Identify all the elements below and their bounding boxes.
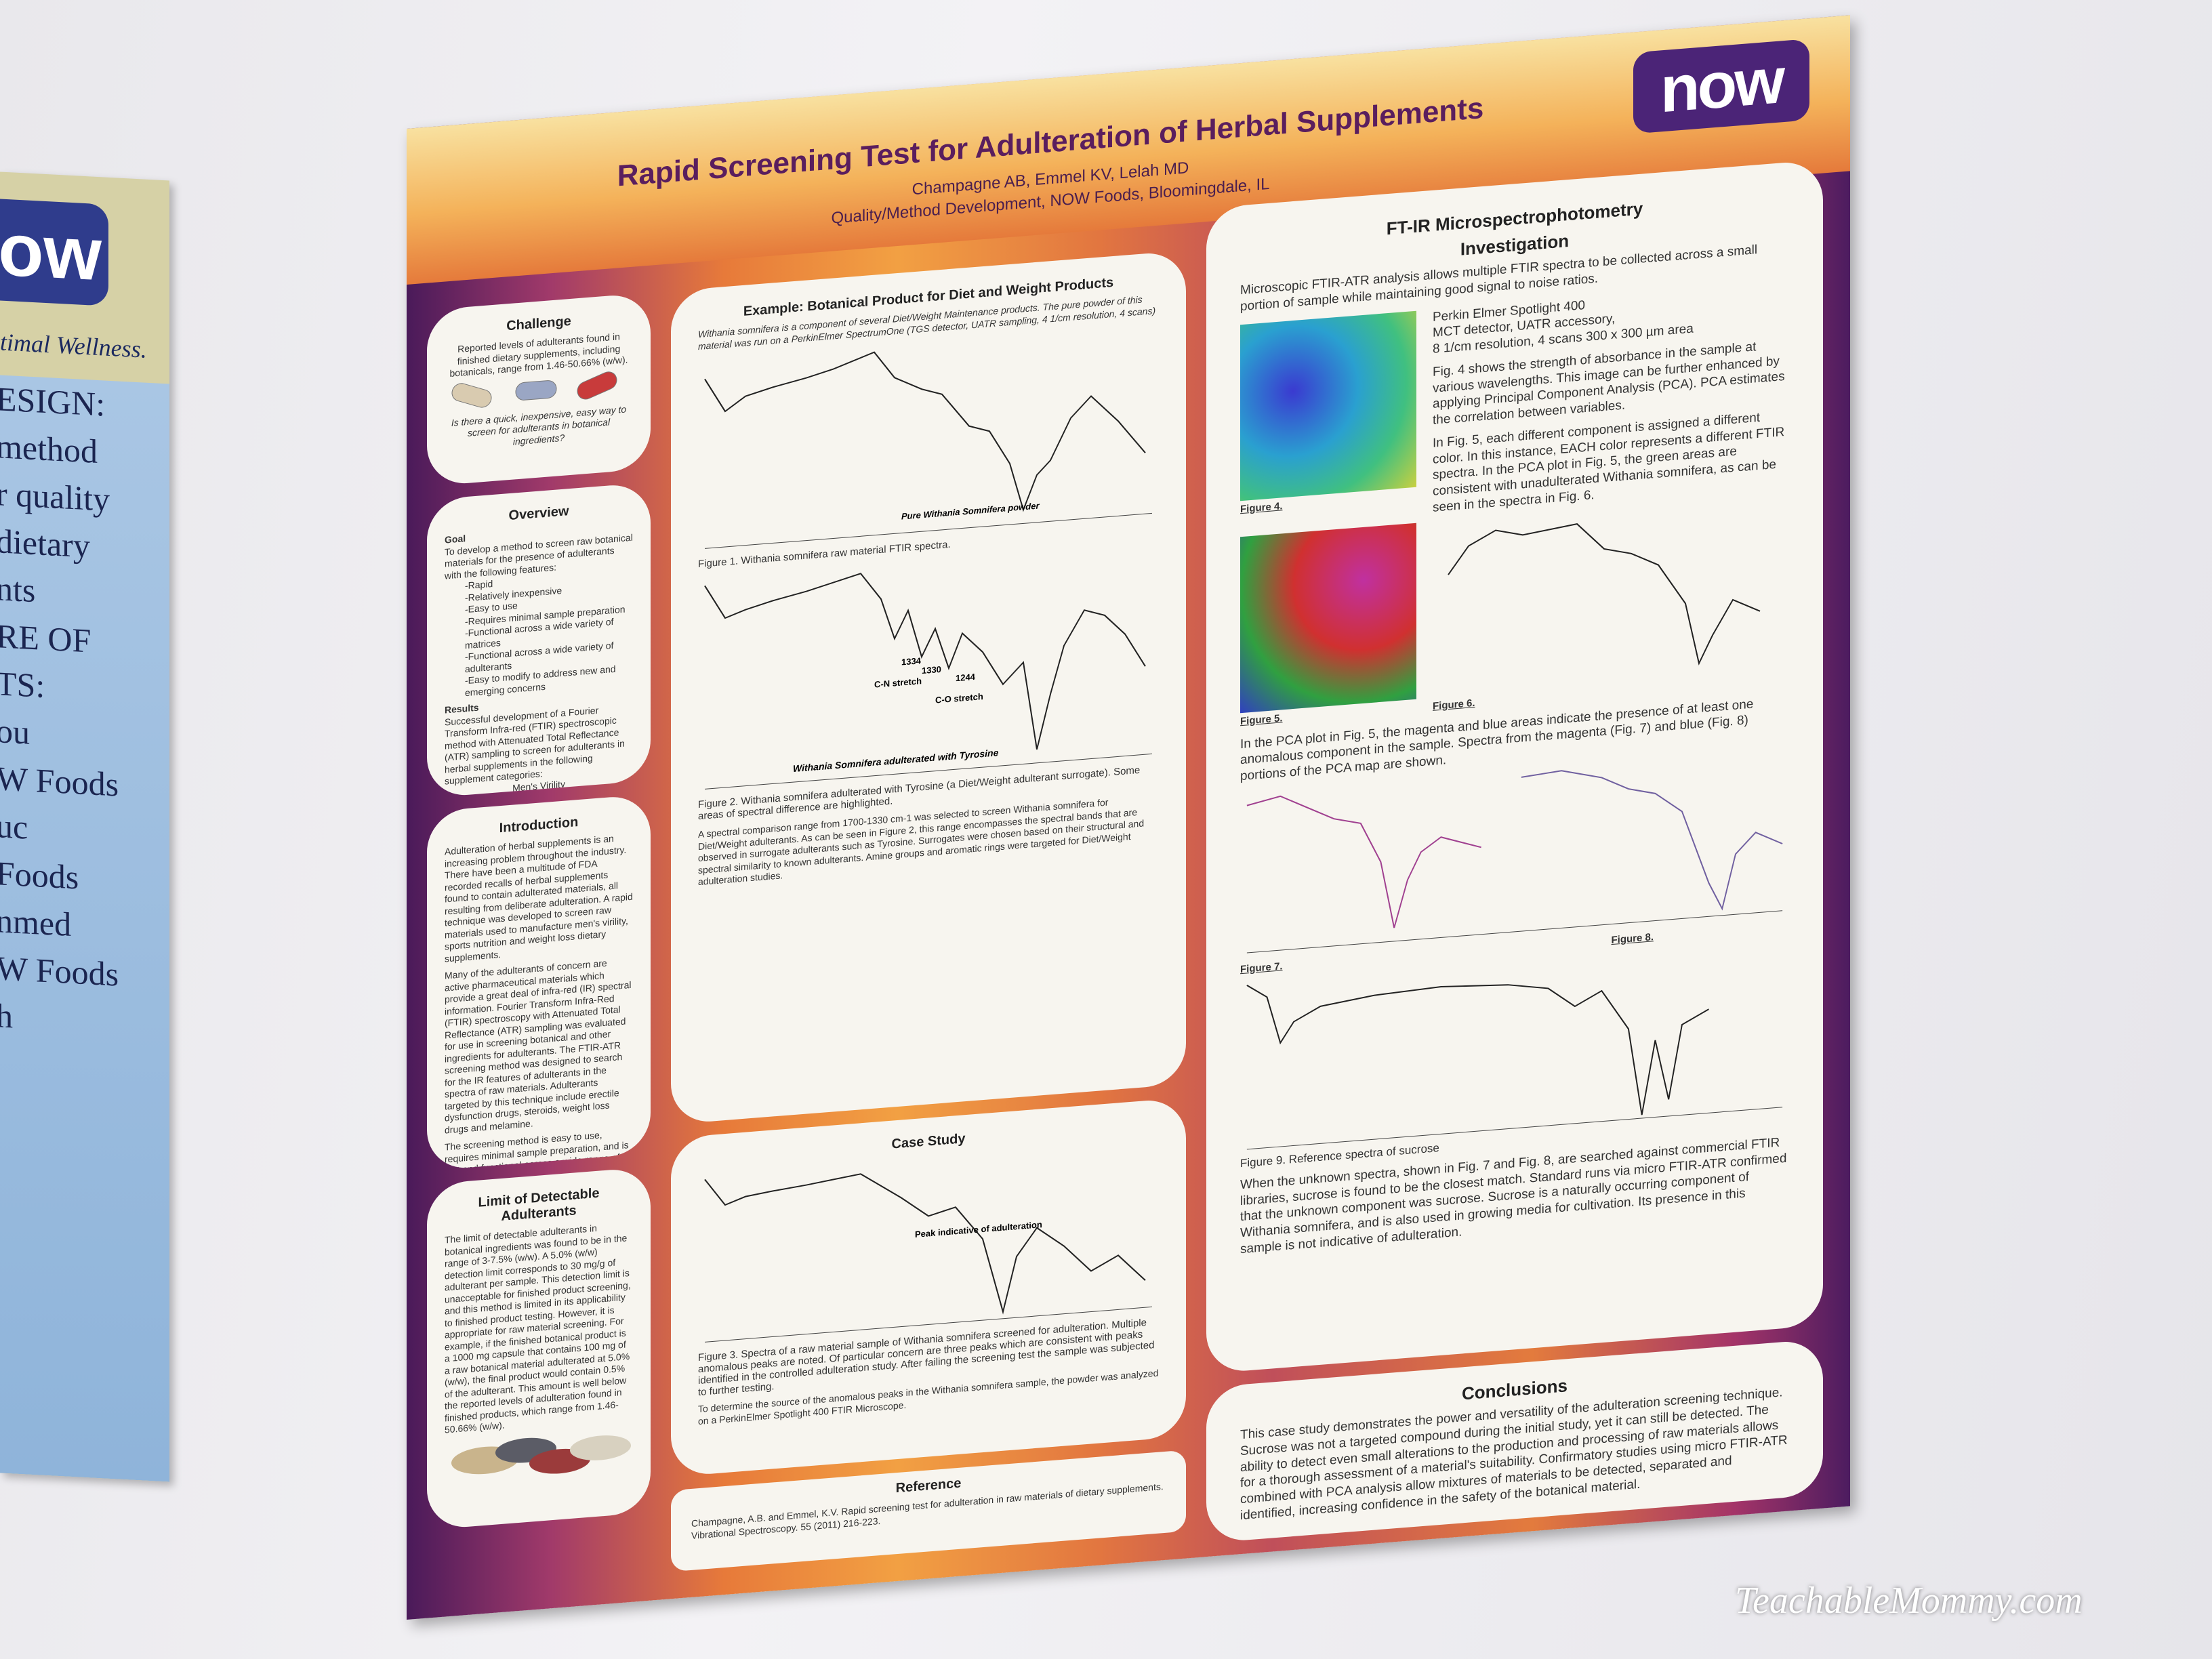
poster-logo: now [1633, 39, 1809, 134]
overview-panel: Overview Goal To develop a method to scr… [427, 482, 651, 798]
side-line: Foods [0, 854, 79, 897]
side-line: dietary [0, 522, 90, 565]
example-panel: Example: Botanical Product for Diet and … [671, 250, 1186, 1125]
side-line: RE OF [0, 617, 91, 660]
spectra-figures-7-8 [1246, 770, 1783, 954]
annotation: C-O stretch [935, 691, 983, 705]
side-line: h [0, 996, 13, 1036]
panel-text: The limit of detectable adulterants in b… [445, 1222, 631, 1435]
side-line: method [0, 427, 98, 470]
paragraph: Adulteration of herbal supplements is an… [445, 832, 633, 964]
figure-4-image [1240, 310, 1416, 501]
side-text-block: ESIGN: method r quality dietary nts RE OF TS: o… [0, 375, 169, 1482]
conclusions-panel: Conclusions This case study demonstrates… [1206, 1338, 1823, 1544]
side-line: W Foods [0, 949, 119, 994]
paragraph: Many of the adulterants of concern are a… [445, 957, 632, 1136]
side-line: r quality [0, 474, 110, 518]
peak-label: 1330 [922, 664, 941, 676]
annotation: Peak indicative of adulteration [915, 1219, 1042, 1240]
poster: Rapid Screening Test for Adulteration of… [407, 15, 1850, 1620]
side-line: nts [0, 569, 36, 610]
case-study-panel: Case Study Peak indicative of adulterati… [671, 1097, 1186, 1477]
annotation: C-N stretch [874, 676, 922, 689]
challenge-panel: Challenge Reported levels of adulterants… [427, 292, 651, 487]
side-poster: ow timal Wellness. ESIGN: method r quality… [0, 171, 169, 1482]
capsules [451, 371, 617, 408]
peak-label: 1244 [956, 672, 976, 683]
pill-photo [451, 1435, 631, 1474]
spectrum-figure-2: 1334 1330 1244 C-N stretch C-O stretch W… [704, 573, 1152, 790]
side-logo: ow [0, 197, 108, 306]
spectrum-label: Pure Withania Somnifera powder [901, 500, 1040, 521]
figure-label: Figure 7. [1240, 960, 1283, 975]
watermark: TeachableMommy.com [1735, 1580, 2083, 1622]
side-line: ou [0, 712, 30, 752]
spectrum-figure-6 [1448, 523, 1761, 665]
spectrum-figure-9 [1246, 983, 1783, 1150]
figure-label: Figure 8. [1611, 930, 1654, 946]
side-line: TS: [0, 664, 45, 705]
peak-label: 1334 [901, 655, 922, 667]
figure-5-image [1240, 523, 1416, 713]
spectrum-figure-1: Pure Withania Somnifera powder [704, 351, 1152, 549]
side-line: ESIGN: [0, 380, 106, 424]
spectrum-label: Withania Somnifera adulterated with Tyro… [793, 747, 999, 774]
side-slogan: timal Wellness. [0, 328, 147, 363]
side-line: nmed [0, 901, 72, 943]
side-line: uc [0, 806, 28, 846]
spectrum-figure-3: Peak indicative of adulteration [704, 1173, 1152, 1343]
side-line: W Foods [0, 759, 119, 804]
ftir-panel: FT-IR Microspectrophotometry Investigati… [1206, 159, 1823, 1374]
limit-panel: Limit of Detectable Adulterants The limi… [427, 1166, 651, 1530]
introduction-panel: Introduction Adulteration of herbal supp… [427, 794, 651, 1171]
